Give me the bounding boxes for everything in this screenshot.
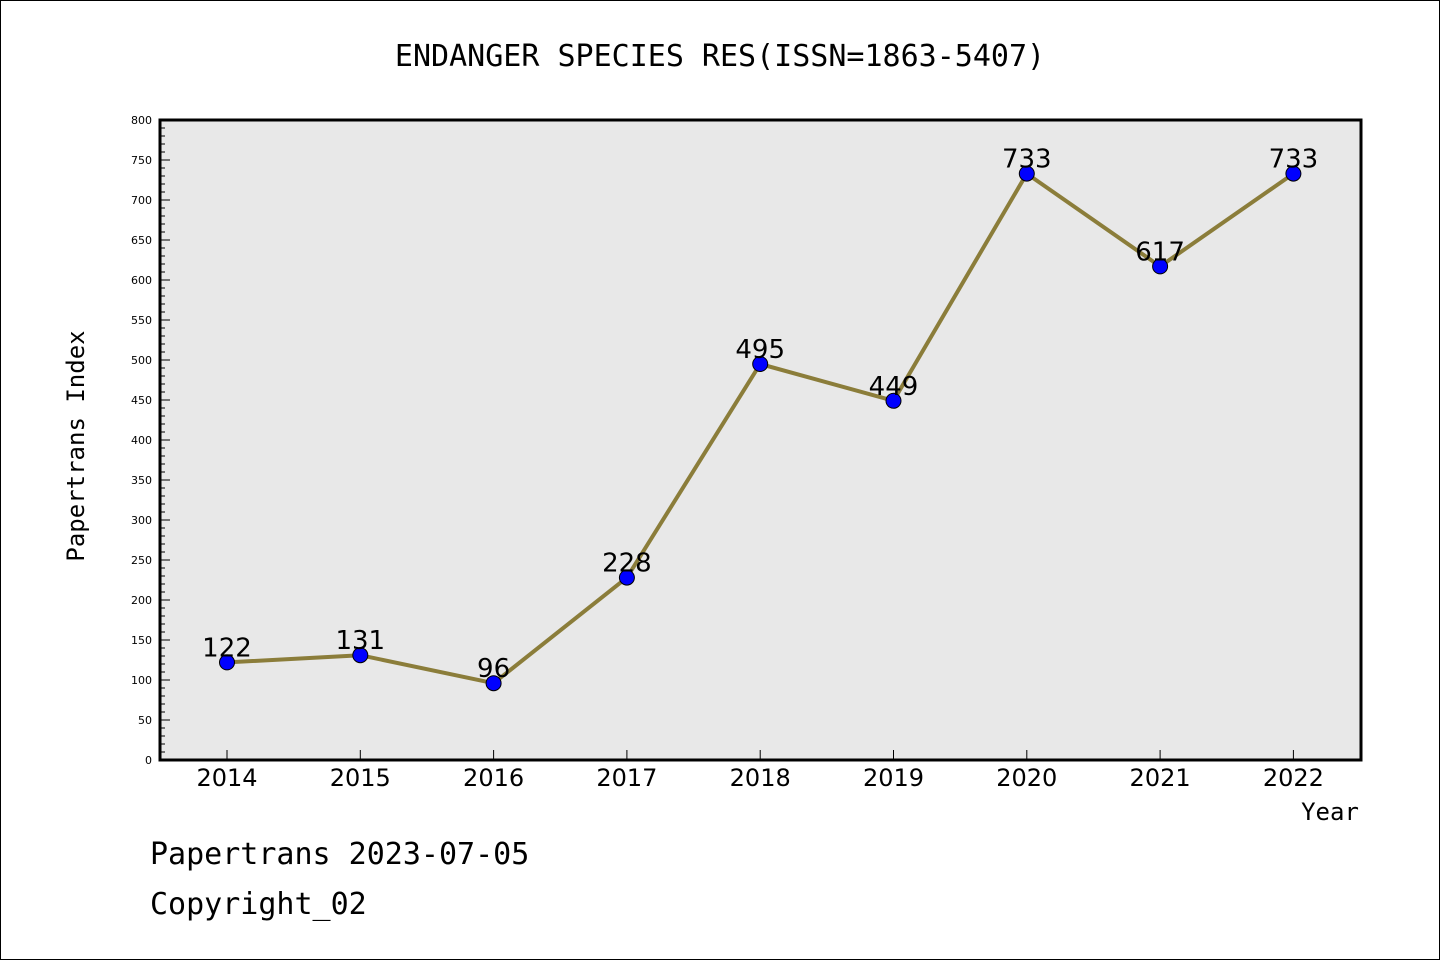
y-tick-label: 400 <box>131 434 152 447</box>
x-tick-label: 2022 <box>1263 764 1324 792</box>
data-label: 733 <box>1002 145 1052 175</box>
data-label: 617 <box>1135 237 1185 267</box>
data-point <box>885 392 902 409</box>
x-axis: 2014 2015 2016 2017 2018 2019 2020 2021 2022 <box>196 750 1324 792</box>
y-tick-label: 150 <box>131 634 152 647</box>
y-tick-label: 200 <box>131 594 152 607</box>
data-point <box>1152 258 1169 275</box>
y-tick-label: 650 <box>131 234 152 247</box>
x-tick-label: 2021 <box>1130 764 1191 792</box>
footer-date: Papertrans 2023-07-05 <box>150 837 529 872</box>
data-labels: 122 131 96 228 495 449 733 617 733 <box>202 145 1318 685</box>
y-tick-label: 450 <box>131 394 152 407</box>
data-label: 122 <box>202 633 252 663</box>
y-tick-label: 250 <box>131 554 152 567</box>
y-tick-label: 50 <box>138 714 152 727</box>
data-label: 131 <box>335 626 385 656</box>
x-tick-label: 2016 <box>463 764 524 792</box>
data-label: 228 <box>602 549 652 579</box>
data-point <box>1018 165 1035 182</box>
x-axis-label: Year <box>1301 798 1359 826</box>
y-tick-label: 300 <box>131 514 152 527</box>
chart-title: ENDANGER SPECIES RES(ISSN=1863-5407) <box>395 39 1045 74</box>
data-point <box>752 356 769 372</box>
y-tick-label: 550 <box>131 314 152 327</box>
y-tick-label: 0 <box>145 754 152 767</box>
data-point <box>618 569 635 586</box>
data-point <box>352 647 369 664</box>
footer-copyright: Copyright_02 <box>150 887 367 922</box>
x-tick-label: 2019 <box>863 764 924 792</box>
y-axis: 0 50 100 150 200 250 300 350 400 450 500 550 600 650 7… <box>131 114 170 767</box>
x-tick-label: 2014 <box>196 764 257 792</box>
x-tick-label: 2015 <box>330 764 391 792</box>
y-tick-label: 700 <box>131 194 152 207</box>
y-axis-label: Papertrans Index <box>62 330 90 561</box>
y-tick-label: 750 <box>131 154 152 167</box>
data-point <box>485 675 502 692</box>
y-tick-label: 800 <box>131 114 152 127</box>
data-points <box>219 165 1302 692</box>
y-tick-label: 350 <box>131 474 152 487</box>
x-tick-label: 2020 <box>996 764 1057 792</box>
x-tick-label: 2018 <box>730 764 791 792</box>
data-label: 96 <box>477 654 510 684</box>
data-point <box>1285 165 1302 182</box>
y-tick-label: 500 <box>131 354 152 367</box>
data-point <box>219 654 235 671</box>
data-label: 449 <box>869 372 919 402</box>
y-tick-label: 600 <box>131 274 152 287</box>
data-label: 733 <box>1269 145 1319 175</box>
plot-area <box>158 118 1363 762</box>
x-tick-label: 2017 <box>596 764 657 792</box>
y-tick-label: 100 <box>131 674 152 687</box>
data-label: 495 <box>735 335 785 365</box>
